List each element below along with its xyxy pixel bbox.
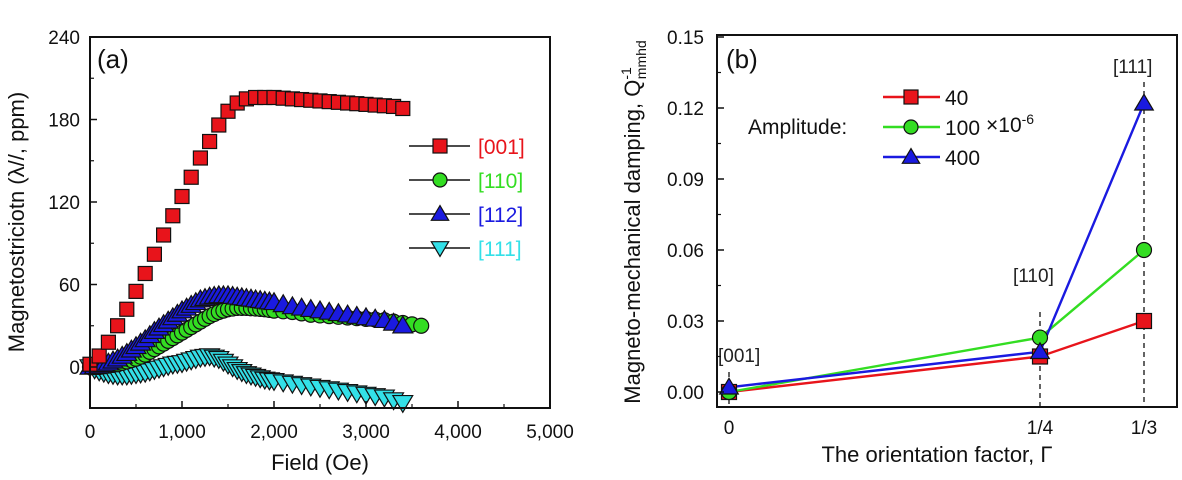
data-point — [128, 283, 144, 299]
data-point-400 — [718, 377, 740, 395]
y-tick-label: 0.12 — [667, 99, 704, 120]
legend-label: [111] — [478, 238, 522, 261]
panel-b-ylabel-main: Magneto-mechanical damping, Q — [620, 80, 645, 404]
panel-b: [001] [110] [111] 0.00 0.03 0.06 0.09 0.12 0.15… — [618, 28, 1178, 467]
annotation-110: [110] — [1013, 266, 1054, 287]
legend-marker-circle-icon — [432, 172, 448, 188]
legend-marker-square-icon — [432, 138, 448, 154]
x-tick-label: 1,000 — [158, 422, 206, 443]
panel-a: 0 1,000 2,000 3,000 4,000 5,000 0 60 120 180 240 (… — [4, 28, 574, 475]
x-tick-label: 0 — [85, 422, 96, 443]
data-point — [391, 314, 414, 334]
legend-unit-base: ×10 — [986, 114, 1022, 137]
legend-title: Amplitude: — [748, 116, 847, 139]
x-tick-label: 5,000 — [526, 422, 574, 443]
x-tick-label: 3,000 — [342, 422, 390, 443]
data-point — [156, 227, 172, 243]
legend-label: [110] — [478, 170, 523, 193]
legend-marker-triangle-down-icon — [430, 241, 450, 258]
x-tick-label: 0 — [724, 418, 735, 439]
y-tick-label: 0.00 — [667, 383, 704, 404]
data-point-400 — [1029, 341, 1051, 360]
series-001 — [82, 89, 411, 372]
panel-b-lines — [728, 102, 1146, 394]
data-point — [192, 150, 208, 166]
series-112 — [79, 284, 414, 375]
legend-item: [111] — [409, 238, 522, 261]
panel-a-xlabel: Field (Oe) — [271, 450, 369, 475]
data-point — [119, 301, 135, 317]
legend-item: 100 — [883, 117, 980, 140]
data-point — [202, 133, 218, 150]
y-tick-label: 0.15 — [667, 28, 704, 49]
legend-unit: ×10-6 — [986, 111, 1034, 137]
panel-b-ylabel-group: Magneto-mechanical damping, Q-1mmhd — [618, 40, 649, 403]
panel-a-ticks: 0 1,000 2,000 3,000 4,000 5,000 0 60 120 180 240 — [48, 28, 573, 443]
legend-unit-exp: -6 — [1022, 111, 1035, 127]
data-point — [100, 334, 117, 350]
x-tick-label: 1/4 — [1027, 418, 1054, 439]
annotation-001: [001] — [718, 346, 760, 367]
x-tick-label: 4,000 — [434, 422, 482, 443]
panel-a-label: (a) — [97, 44, 129, 74]
y-tick-label: 60 — [59, 276, 80, 297]
data-point — [183, 169, 199, 185]
data-point-100 — [1135, 241, 1153, 259]
data-point — [391, 394, 414, 414]
data-point — [413, 317, 430, 334]
legend-marker-square-icon — [903, 89, 919, 105]
data-point-40 — [1135, 312, 1153, 330]
panel-b-ticks: 0.00 0.03 0.06 0.09 0.12 0.15 0 1/4 1/3 — [667, 28, 1157, 439]
panel-a-data — [79, 89, 430, 414]
x-tick-label: 1/3 — [1131, 418, 1157, 439]
annotation-111: [111] — [1113, 57, 1152, 78]
series-line-400 — [728, 102, 1146, 389]
y-tick-label: 0.03 — [667, 312, 704, 333]
y-tick-label: 120 — [48, 193, 80, 214]
legend-label: 100 — [945, 117, 980, 140]
legend-item: [110] — [409, 170, 523, 193]
legend-item: [001] — [409, 136, 525, 159]
legend-label: [112] — [478, 204, 523, 227]
data-point — [91, 348, 107, 364]
panel-b-guides: [001] [110] [111] — [718, 57, 1152, 407]
legend-marker-circle-icon — [903, 119, 919, 135]
y-tick-label: 0.06 — [667, 241, 704, 262]
legend-marker-triangle-up-icon — [430, 204, 450, 221]
legend-marker-triangle-up-icon — [901, 147, 921, 164]
legend-item: 400 — [883, 147, 980, 170]
x-tick-label: 2,000 — [250, 422, 298, 443]
panel-b-markers — [718, 93, 1155, 401]
legend-label: 40 — [945, 87, 968, 110]
panel-a-legend: [001] [110] [112] [111] — [409, 136, 525, 261]
legend-item: [112] — [409, 204, 523, 227]
panel-b-legend: Amplitude: ×10-6 40 100 400 — [748, 87, 1034, 170]
y-tick-label: 0.09 — [667, 170, 704, 191]
panel-b-ylabel-sub: mmhd — [633, 40, 649, 79]
panel-b-frame — [716, 34, 1178, 408]
legend-label: [001] — [478, 136, 525, 159]
y-tick-label: 240 — [48, 28, 80, 49]
y-tick-label: 0 — [69, 358, 80, 379]
panel-a-ylabel: Magnetostriciotn (λ//, ppm) — [4, 92, 29, 352]
data-point — [165, 208, 181, 224]
panel-b-ylabel-sup: -1 — [618, 67, 634, 80]
data-point — [395, 100, 411, 117]
data-point — [146, 246, 162, 262]
panel-b-xlabel: The orientation factor, Γ — [821, 442, 1052, 467]
series-line-100 — [728, 249, 1145, 394]
panel-b-ylabel: Magneto-mechanical damping, Q-1mmhd — [618, 40, 649, 403]
data-point — [109, 318, 126, 334]
data-point — [137, 265, 153, 282]
panel-b-label: (b) — [726, 44, 758, 74]
legend-item: 40 — [883, 87, 968, 110]
data-point — [174, 188, 190, 205]
y-tick-label: 180 — [48, 111, 80, 132]
data-point-400 — [1133, 93, 1155, 111]
legend-label: 400 — [945, 147, 980, 170]
data-point — [211, 117, 227, 133]
